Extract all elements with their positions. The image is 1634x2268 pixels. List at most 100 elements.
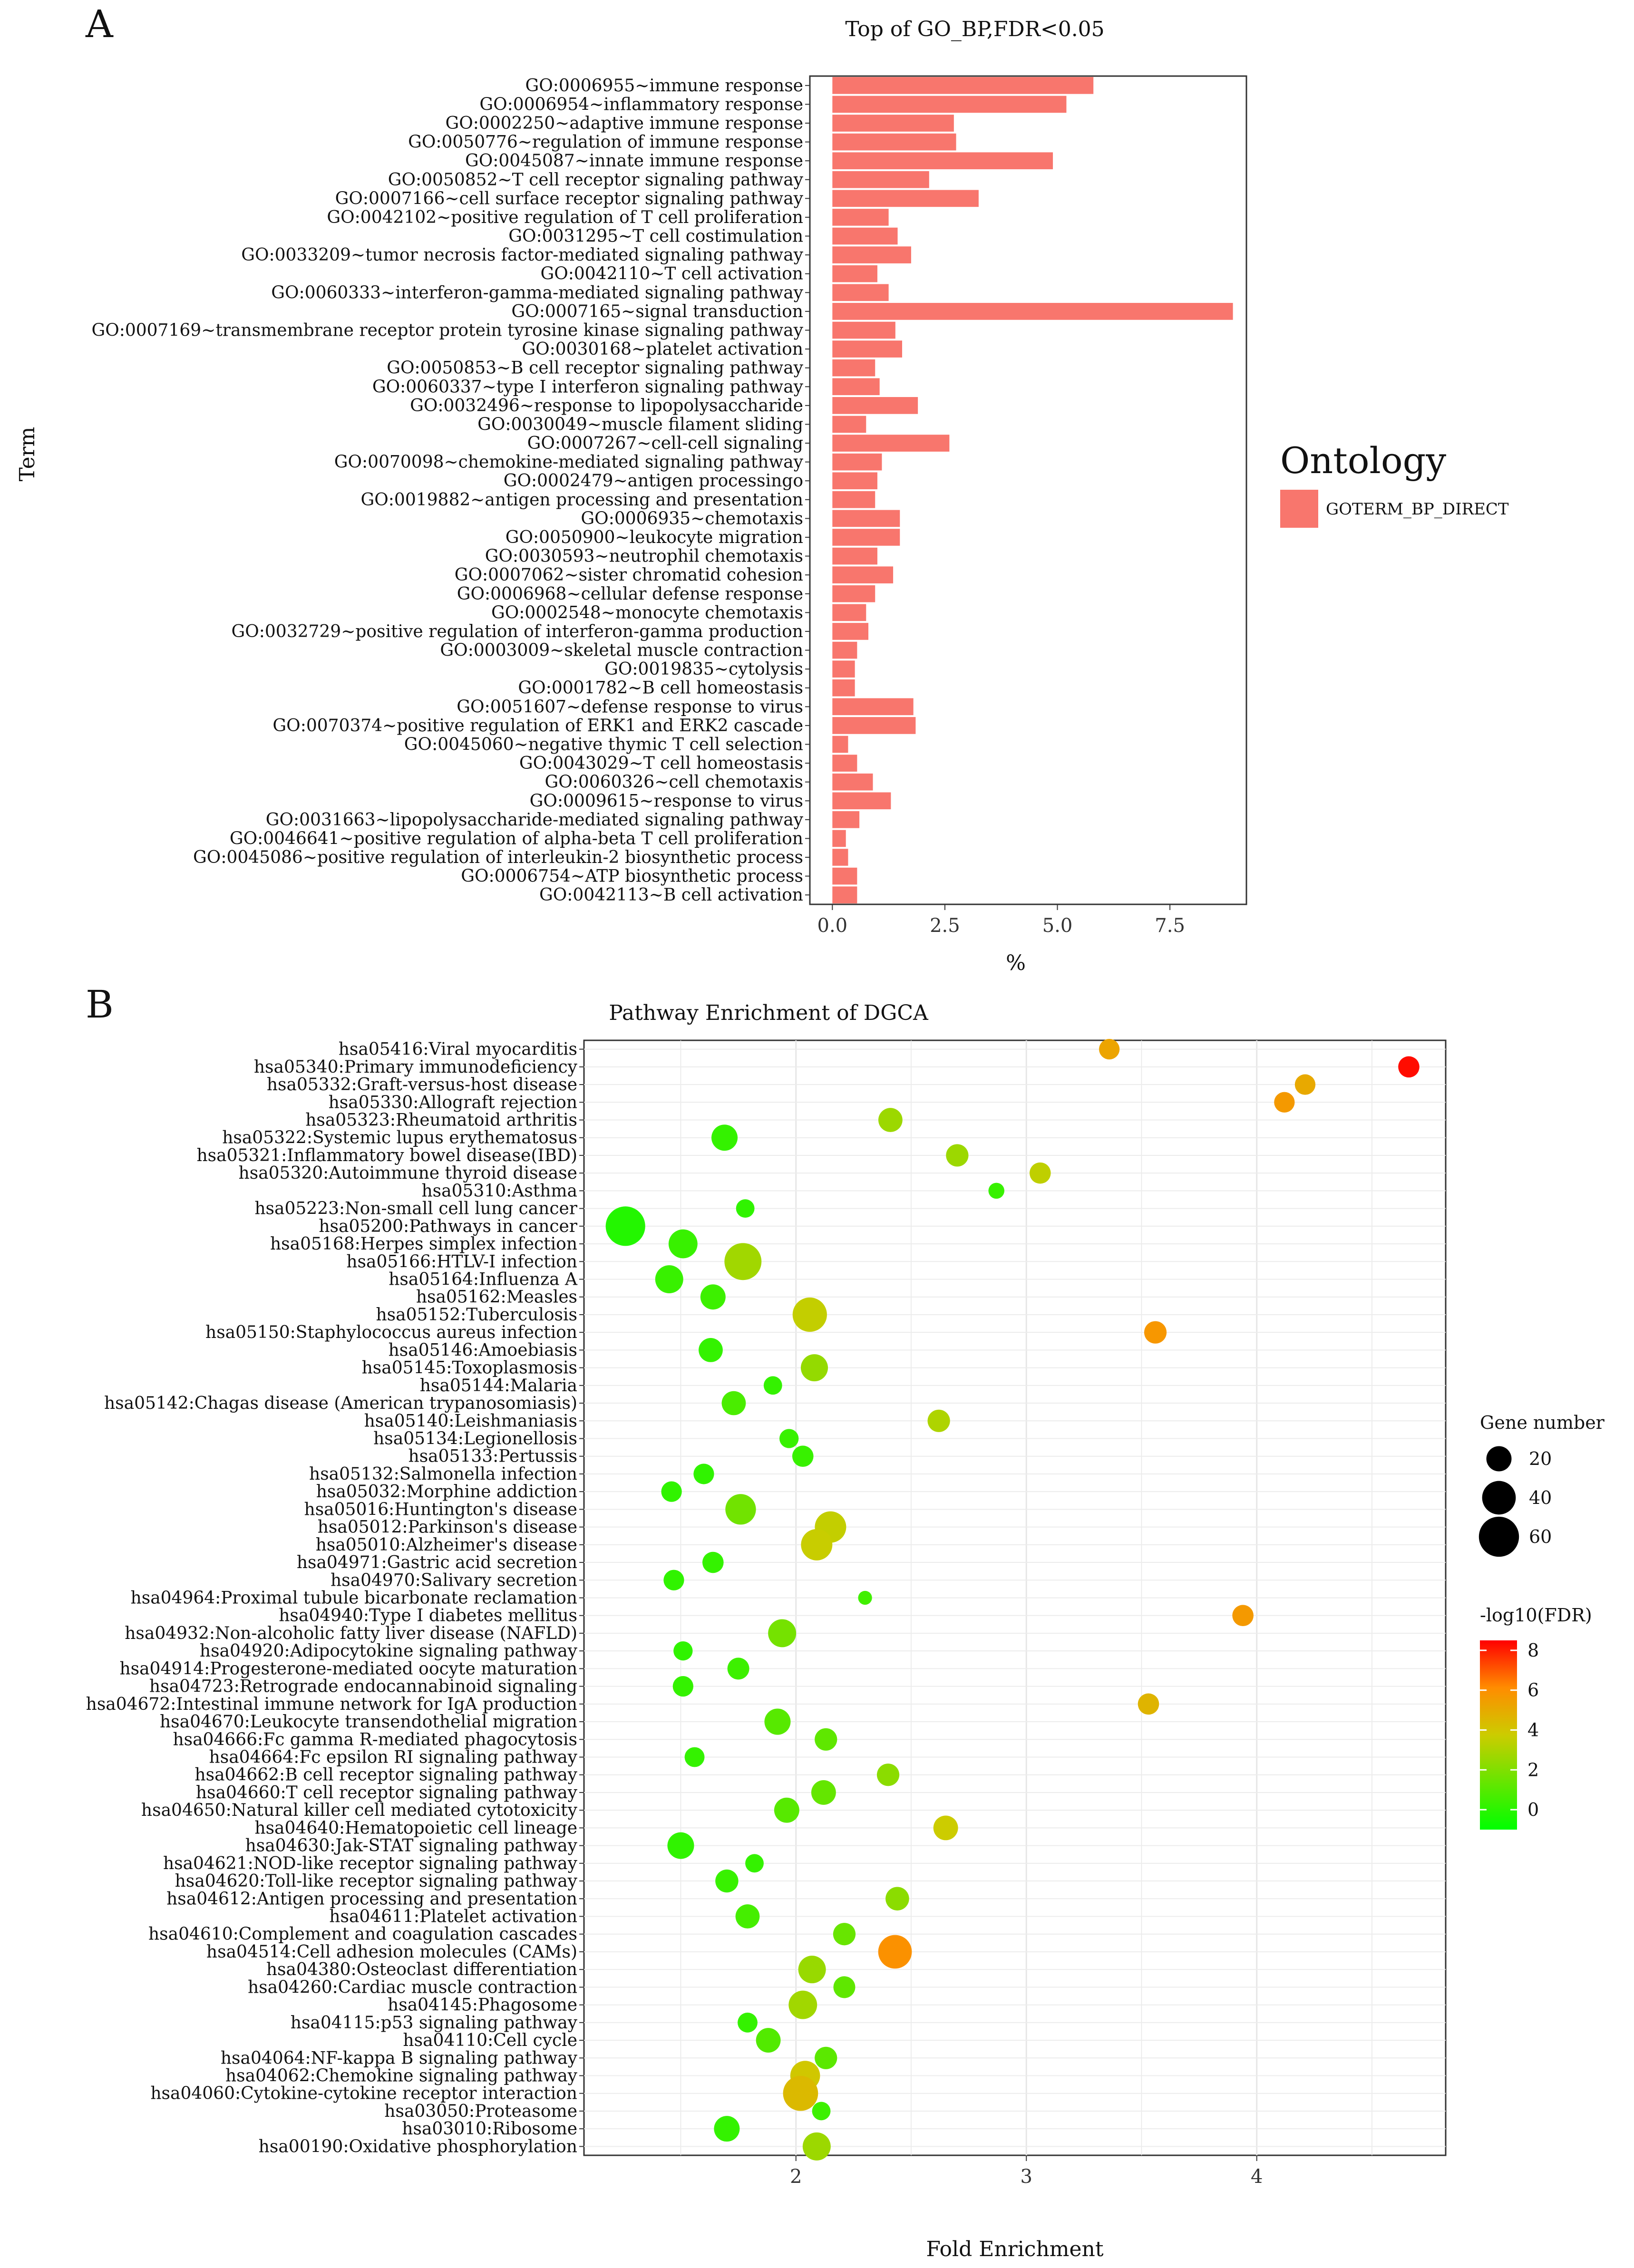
pathway-label: hsa04723:Retrograde endocannabinoid sign… [149, 1677, 577, 1696]
plot-b-points [605, 1038, 1420, 2161]
pathway-label: hsa05164:Influenza A [389, 1270, 578, 1289]
bar [832, 416, 866, 433]
point [876, 1764, 900, 1786]
pathway-label: hsa04115:p53 signaling pathway [291, 2013, 578, 2033]
pathway-label: hsa05223:Non-small cell lung cancer [254, 1199, 577, 1219]
pathway-label: hsa04964:Proximal tubule bicarbonate rec… [131, 1589, 577, 1608]
bar [832, 585, 875, 602]
point [1274, 1092, 1295, 1113]
term-label: GO:0045086~positive regulation of interl… [193, 848, 803, 867]
term-label: GO:0045087~innate immune response [465, 151, 803, 171]
bar [832, 830, 846, 847]
pathway-label: hsa04662:B cell receptor signaling pathw… [195, 1765, 577, 1785]
term-label: GO:0007267~cell-cell signaling [527, 434, 803, 453]
colorbar-tick-label: 0 [1527, 1799, 1539, 1820]
term-label: GO:0006935~chemotaxis [581, 509, 803, 528]
point [684, 1747, 705, 1767]
point [779, 1429, 799, 1448]
pathway-label: hsa04514:Cell adhesion molecules (CAMs) [206, 1942, 577, 1962]
point [745, 1854, 764, 1873]
point [988, 1182, 1004, 1199]
term-label: GO:0006954~inflammatory response [479, 95, 803, 114]
pathway-label: hsa05321:Inflammatory bowel disease(IBD) [196, 1146, 577, 1165]
pathway-label: hsa04062:Chemokine signaling pathway [225, 2066, 578, 2086]
pathway-label: hsa05310:Asthma [422, 1181, 578, 1201]
point [798, 1956, 826, 1984]
term-label: GO:0033209~tumor necrosis factor-mediate… [241, 245, 803, 265]
bar [832, 755, 857, 772]
pathway-label: hsa04620:Toll-like receptor signaling pa… [175, 1871, 578, 1891]
bar [832, 886, 857, 904]
plot-b-x-ticks: 2 3 4 [790, 2155, 1263, 2188]
point [802, 2132, 831, 2161]
pathway-label: hsa05012:Parkinson's disease [318, 1518, 577, 1537]
point [927, 1409, 950, 1432]
pathway-label: hsa05416:Viral myocarditis [339, 1040, 577, 1059]
term-label: GO:0060333~interferon-gamma-mediated sig… [271, 283, 803, 302]
term-label: GO:0002250~adaptive immune response [445, 114, 803, 133]
pathway-label: hsa05144:Malaria [420, 1376, 577, 1396]
bar [832, 529, 900, 546]
term-label: GO:0050900~leukocyte migration [506, 528, 803, 547]
legend-b-size-title: Gene number [1480, 1412, 1605, 1433]
bar [832, 115, 954, 132]
point [1029, 1162, 1051, 1184]
pathway-label: hsa04970:Salivary secretion [331, 1570, 577, 1590]
bar [832, 472, 877, 490]
pathway-label: hsa04670:Leukocyte transendothelial migr… [160, 1712, 577, 1732]
term-label: GO:0042110~T cell activation [540, 264, 803, 284]
x-tick-label: 5.0 [1042, 915, 1073, 937]
pathway-label: hsa05032:Morphine addiction [316, 1482, 577, 1502]
term-label: GO:0031295~T cell costimulation [508, 227, 803, 246]
term-label: GO:0070374~positive regulation of ERK1 a… [272, 716, 803, 736]
point [811, 1780, 836, 1805]
pathway-label: hsa05162:Measles [416, 1288, 577, 1307]
bar [832, 77, 1094, 94]
pathway-label: hsa04666:Fc gamma R-mediated phagocytosi… [173, 1730, 577, 1749]
size-legend-dot [1482, 1481, 1516, 1515]
x-tick-label: 0.0 [817, 915, 848, 937]
pathway-label: hsa04920:Adipocytokine signaling pathway [200, 1641, 578, 1661]
bar [832, 679, 855, 697]
pathway-label: hsa05332:Graft-versus-host disease [267, 1075, 577, 1095]
point [702, 1551, 724, 1573]
term-label: GO:0007169~transmembrane receptor protei… [91, 320, 803, 340]
pathway-label: hsa05150:Staphylococcus aureus infection [205, 1323, 577, 1342]
bar [832, 321, 895, 339]
bar [832, 453, 882, 471]
pathway-label: hsa04630:Jak-STAT signaling pathway [245, 1836, 578, 1856]
point [1232, 1605, 1254, 1627]
legend-a-title: Ontology [1280, 439, 1446, 482]
pathway-label: hsa04060:Cytokine-cytokine receptor inte… [150, 2084, 577, 2103]
term-label: GO:0060326~cell chemotaxis [545, 773, 803, 792]
term-label: GO:0007165~signal transduction [511, 302, 803, 321]
pathway-label: hsa05132:Salmonella infection [309, 1464, 577, 1484]
point [878, 1935, 912, 1969]
bar [832, 190, 979, 207]
pathway-label: hsa05133:Pertussis [408, 1447, 577, 1466]
plot-a-bars [832, 77, 1233, 904]
pathway-label: hsa04914:Progesterone-mediated oocyte ma… [119, 1659, 577, 1678]
pathway-label: hsa04611:Platelet activation [329, 1907, 577, 1927]
point [721, 1391, 746, 1415]
point [833, 1976, 856, 1998]
pathway-label: hsa05146:Amoebiasis [389, 1340, 577, 1360]
term-label: GO:0030049~muscle filament sliding [477, 415, 803, 434]
legend-b-colorbar [1480, 1640, 1517, 1830]
bar [832, 209, 889, 226]
point [885, 1887, 909, 1911]
term-label: GO:0002548~monocyte chemotaxis [491, 603, 803, 622]
bar [832, 491, 875, 508]
bar [832, 698, 914, 716]
bar [832, 359, 875, 377]
bar [832, 435, 950, 452]
size-legend-label: 60 [1529, 1526, 1552, 1547]
point [774, 1797, 799, 1823]
point [933, 1815, 958, 1841]
pathway-label: hsa03050:Proteasome [384, 2102, 577, 2121]
pathway-label: hsa04610:Complement and coagulation casc… [148, 1925, 577, 1944]
term-label: GO:0009615~response to virus [530, 791, 803, 811]
point [727, 1657, 749, 1680]
term-label: GO:0045060~negative thymic T cell select… [404, 735, 803, 754]
